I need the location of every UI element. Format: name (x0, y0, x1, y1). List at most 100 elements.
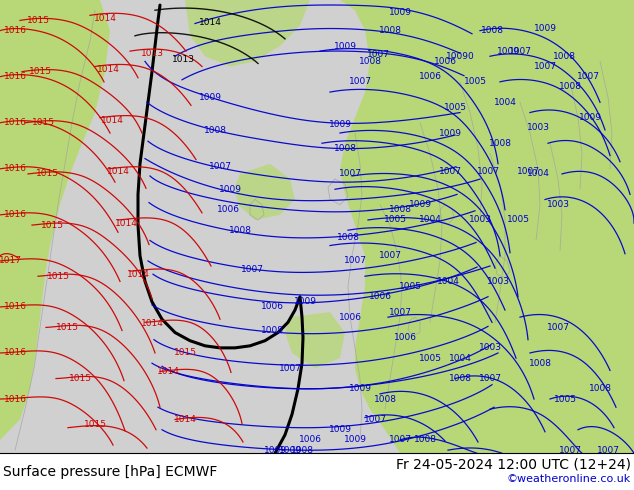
Text: 1005: 1005 (463, 77, 486, 86)
Text: 1007: 1007 (344, 256, 366, 266)
Text: 1015: 1015 (41, 220, 63, 230)
Text: 1008: 1008 (389, 205, 411, 214)
Text: 1004: 1004 (449, 354, 472, 363)
Text: 1004: 1004 (437, 277, 460, 286)
Text: 1009: 1009 (389, 8, 411, 17)
Text: 1007: 1007 (479, 374, 501, 383)
Text: 1007: 1007 (508, 47, 531, 56)
Text: 1006: 1006 (339, 313, 361, 321)
Text: 1016: 1016 (4, 164, 27, 173)
Text: 1007: 1007 (363, 415, 387, 424)
Text: 1004: 1004 (527, 170, 550, 178)
Text: 1009: 1009 (333, 42, 356, 50)
Text: 1005: 1005 (444, 103, 467, 112)
Text: 1006: 1006 (261, 302, 283, 312)
Text: 1008: 1008 (261, 326, 283, 335)
Text: 1009: 1009 (278, 446, 302, 455)
Text: 1015: 1015 (174, 348, 197, 358)
Text: 1008: 1008 (228, 226, 252, 235)
Text: 1009: 1009 (219, 185, 242, 194)
Text: 1014: 1014 (115, 219, 138, 227)
Text: 1008: 1008 (204, 126, 226, 135)
Text: 1016: 1016 (4, 348, 27, 358)
Text: 1007: 1007 (559, 446, 581, 455)
Text: 1009: 1009 (294, 297, 316, 306)
Text: 1015: 1015 (32, 118, 55, 127)
Text: 1007: 1007 (366, 49, 389, 59)
Text: 1005: 1005 (418, 354, 441, 363)
Text: 1009: 1009 (198, 93, 221, 102)
Text: 1009: 1009 (349, 384, 372, 393)
Text: 1014: 1014 (127, 270, 150, 279)
Text: 1013: 1013 (141, 49, 164, 58)
Text: 1009: 1009 (264, 446, 287, 455)
Text: 1007: 1007 (209, 162, 231, 171)
Text: 1015: 1015 (84, 420, 107, 429)
Text: 1006: 1006 (368, 292, 392, 301)
Text: 1013: 1013 (172, 55, 195, 64)
Text: 1014: 1014 (107, 168, 129, 176)
Text: 1017: 1017 (0, 256, 22, 266)
Text: 1008: 1008 (559, 82, 581, 92)
Text: 1009: 1009 (439, 128, 462, 138)
Text: 1008: 1008 (333, 144, 356, 153)
Text: 1007: 1007 (439, 168, 462, 176)
Text: 1014: 1014 (96, 65, 119, 74)
Polygon shape (285, 312, 345, 368)
Text: 1015: 1015 (36, 170, 58, 178)
Text: 1015: 1015 (29, 67, 51, 76)
Text: 1015: 1015 (46, 272, 70, 281)
Text: 1006: 1006 (216, 205, 240, 214)
Polygon shape (0, 0, 110, 453)
Text: 1016: 1016 (4, 302, 27, 312)
Polygon shape (310, 0, 634, 453)
Text: 1004: 1004 (493, 98, 517, 107)
Text: 1016: 1016 (4, 210, 27, 220)
Text: 1008: 1008 (373, 394, 396, 404)
Text: 1003: 1003 (547, 200, 569, 209)
Text: 1007: 1007 (547, 323, 569, 332)
Text: 1007: 1007 (597, 446, 619, 455)
Text: 1003: 1003 (469, 216, 491, 224)
Text: 1007: 1007 (517, 168, 540, 176)
Text: 1014: 1014 (141, 319, 164, 328)
Text: 1008: 1008 (481, 26, 503, 35)
Text: 1014: 1014 (94, 14, 117, 23)
Text: Surface pressure [hPa] ECMWF: Surface pressure [hPa] ECMWF (3, 465, 217, 479)
Text: 1005: 1005 (507, 216, 529, 224)
Text: 1016: 1016 (4, 118, 27, 127)
Text: 1016: 1016 (4, 394, 27, 404)
Text: 1008: 1008 (337, 233, 359, 242)
Text: 1009: 1009 (344, 436, 366, 444)
Text: 1007: 1007 (240, 265, 264, 273)
Text: 1016: 1016 (4, 72, 27, 81)
Text: 1015: 1015 (27, 16, 49, 25)
Text: 1007: 1007 (278, 364, 302, 373)
Text: 1007: 1007 (349, 77, 372, 86)
Text: 1009: 1009 (328, 121, 351, 129)
Text: 10090: 10090 (446, 52, 474, 61)
Text: 1015: 1015 (56, 323, 79, 332)
Text: 1014: 1014 (157, 367, 179, 376)
Text: 1006: 1006 (299, 436, 321, 444)
Text: 1006: 1006 (418, 72, 441, 81)
Text: 1005: 1005 (384, 216, 406, 224)
Text: 1007: 1007 (576, 72, 600, 81)
Text: 1008: 1008 (413, 436, 436, 444)
Text: 1009: 1009 (578, 113, 602, 122)
Text: 1003: 1003 (526, 123, 550, 132)
Text: 1009: 1009 (496, 47, 519, 56)
Text: 1008: 1008 (448, 374, 472, 383)
Text: 1007: 1007 (389, 436, 411, 444)
Text: 1015: 1015 (68, 374, 91, 383)
Text: 1007: 1007 (339, 170, 361, 178)
Text: 1008: 1008 (552, 52, 576, 61)
Text: ©weatheronline.co.uk: ©weatheronline.co.uk (507, 474, 631, 484)
Text: 1008: 1008 (290, 446, 313, 455)
Polygon shape (235, 164, 295, 220)
Text: 1007: 1007 (533, 62, 557, 71)
Text: 1008: 1008 (378, 26, 401, 35)
Text: 1007: 1007 (389, 308, 411, 317)
Text: 1004: 1004 (418, 216, 441, 224)
Text: 1016: 1016 (4, 26, 27, 35)
